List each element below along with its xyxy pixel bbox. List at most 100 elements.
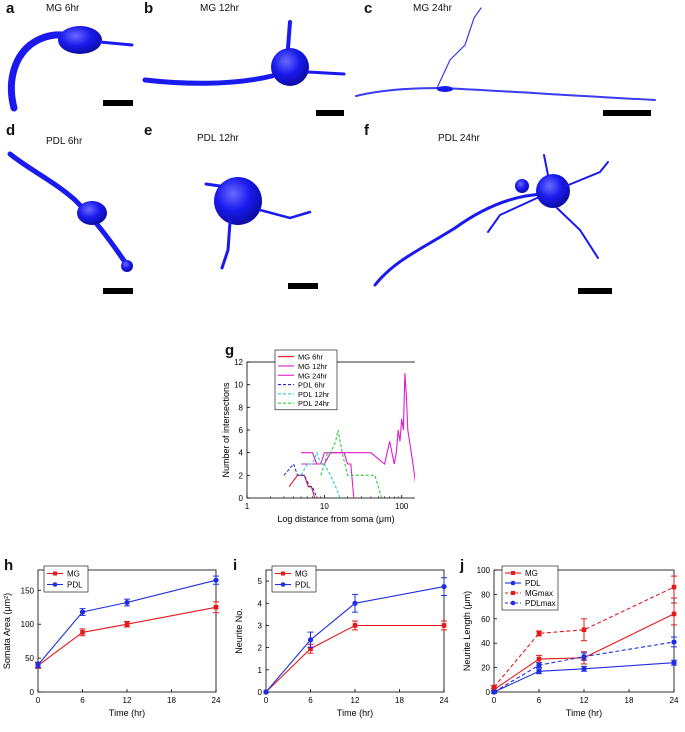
y-axis-label: Neurite Length (μm) bbox=[462, 591, 472, 671]
data-point bbox=[441, 623, 447, 628]
x-tick-label: 12 bbox=[580, 696, 589, 705]
x-tick-label: 24 bbox=[440, 696, 449, 705]
y-tick-label: 0 bbox=[258, 688, 263, 697]
legend-box bbox=[43, 565, 89, 593]
panel-label-h: h bbox=[4, 557, 14, 574]
y-tick-label: 100 bbox=[21, 620, 35, 629]
y-tick-label: 150 bbox=[21, 586, 35, 595]
chart-g: 1 10 100 0 2 4 6 8 10 12 Log distance from soma (μ… bbox=[221, 349, 415, 524]
panel-label-f: f bbox=[364, 122, 369, 139]
legend-marker bbox=[511, 571, 515, 575]
x-tick-label: 10 bbox=[320, 502, 329, 511]
legend-label: MGmax bbox=[525, 589, 553, 598]
x-tick-label: 18 bbox=[167, 696, 176, 705]
x-tick-label: 6 bbox=[80, 696, 85, 705]
panel-title-b: MG 12hr bbox=[200, 3, 239, 14]
series-line bbox=[265, 624, 444, 693]
series-line bbox=[37, 606, 217, 667]
data-point bbox=[671, 584, 677, 590]
legend-label: PDLmax bbox=[525, 599, 556, 608]
x-tick-label: 0 bbox=[264, 696, 269, 705]
legend-label: MG 12hr bbox=[298, 362, 328, 371]
legend-label: PDL 6hr bbox=[298, 381, 326, 390]
neuron-mg-12hr bbox=[142, 20, 346, 116]
y-tick-label: 0 bbox=[239, 494, 244, 503]
legend-label: PDL bbox=[67, 581, 83, 590]
legend-marker bbox=[52, 582, 58, 587]
legend-box bbox=[274, 349, 338, 411]
series-line bbox=[493, 613, 675, 691]
legend-marker bbox=[280, 582, 286, 587]
data-point bbox=[441, 584, 447, 590]
neuron-pdl-12hr bbox=[204, 177, 318, 289]
legend-label: PDL bbox=[295, 581, 311, 590]
y-tick-label: 2 bbox=[258, 644, 263, 653]
data-point bbox=[536, 662, 542, 668]
legend-label: MG bbox=[67, 570, 80, 579]
legend-marker bbox=[281, 571, 285, 576]
y-tick-label: 40 bbox=[481, 639, 490, 648]
neuron-mg-6hr bbox=[7, 26, 134, 112]
x-tick-label: 24 bbox=[212, 696, 221, 705]
y-tick-label: 4 bbox=[258, 599, 263, 608]
data-point bbox=[80, 630, 85, 635]
series-line bbox=[493, 662, 675, 693]
chart-j: 0 6 12 18 24 0 20 40 60 80 100 Time (hr) Neurite Len… bbox=[462, 565, 679, 718]
data-point bbox=[581, 654, 587, 660]
legend-label: PDL 12hr bbox=[298, 390, 330, 399]
data-point bbox=[79, 609, 86, 615]
x-tick-label: 100 bbox=[395, 502, 409, 511]
data-point bbox=[213, 604, 219, 610]
legend-label: MG 24hr bbox=[298, 371, 328, 380]
data-point bbox=[352, 600, 358, 606]
legend-label: PDL 24hr bbox=[298, 399, 330, 408]
legend-marker bbox=[510, 580, 516, 586]
legend-label: PDL bbox=[525, 579, 541, 588]
chart-h: 0 6 12 18 24 0 50 100 150 Time (hr) Somata Area (μ… bbox=[2, 565, 221, 718]
panel-label-b: b bbox=[144, 0, 154, 17]
neuron-pdl-6hr bbox=[7, 151, 133, 294]
y-tick-label: 4 bbox=[239, 449, 244, 458]
y-tick-label: 20 bbox=[481, 664, 490, 673]
y-tick-label: 3 bbox=[258, 621, 263, 630]
series-line bbox=[37, 579, 217, 666]
y-tick-label: 50 bbox=[25, 654, 34, 663]
series-line bbox=[493, 641, 675, 693]
series-line bbox=[288, 474, 316, 499]
panel-label-j: j bbox=[460, 557, 465, 574]
legend-marker bbox=[510, 600, 516, 606]
y-tick-label: 0 bbox=[30, 688, 35, 697]
y-tick-label: 60 bbox=[481, 615, 490, 624]
legend-label: MG bbox=[295, 570, 308, 579]
x-axis-label: Time (hr) bbox=[566, 708, 602, 718]
data-point bbox=[35, 662, 41, 668]
y-tick-label: 80 bbox=[481, 590, 490, 599]
data-point bbox=[671, 639, 677, 645]
y-axis-label: Somata Area (μm²) bbox=[2, 593, 12, 669]
neuron-renderings bbox=[7, 7, 656, 294]
y-axis-label: Neurite No. bbox=[234, 608, 244, 654]
data-point bbox=[491, 689, 497, 695]
data-point bbox=[263, 689, 269, 695]
data-point bbox=[124, 621, 130, 627]
data-point bbox=[671, 611, 677, 617]
y-tick-label: 5 bbox=[258, 577, 263, 586]
x-tick-label: 24 bbox=[670, 696, 679, 705]
series-line bbox=[265, 586, 445, 693]
series-line bbox=[300, 451, 341, 499]
data-point bbox=[124, 599, 130, 606]
panel-title-c: MG 24hr bbox=[413, 3, 452, 14]
y-tick-label: 1 bbox=[258, 666, 263, 675]
legend-marker bbox=[53, 571, 57, 576]
panel-label-c: c bbox=[364, 0, 373, 17]
data-point bbox=[491, 684, 497, 690]
panel-title-d: PDL 6hr bbox=[46, 136, 83, 147]
data-point bbox=[536, 656, 542, 662]
x-tick-label: 1 bbox=[245, 502, 250, 511]
panel-title-e: PDL 12hr bbox=[197, 133, 239, 144]
series-line bbox=[301, 452, 355, 499]
neuron-pdl-24hr bbox=[373, 154, 612, 294]
y-tick-label: 6 bbox=[239, 426, 244, 435]
data-point bbox=[581, 627, 587, 633]
